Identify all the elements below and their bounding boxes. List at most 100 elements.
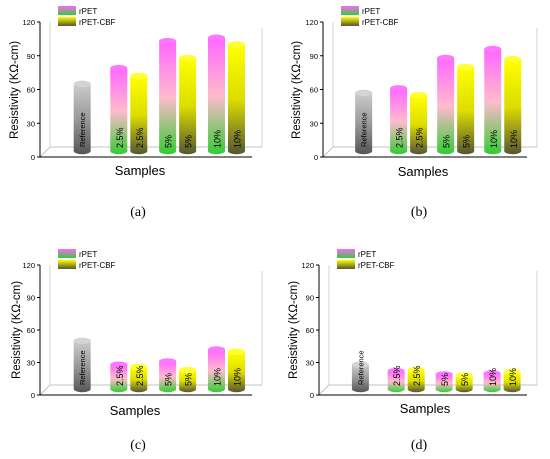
bar-rpet-2 — [159, 358, 177, 393]
legend-rpet-label: rPET — [362, 7, 380, 16]
panel-label-c: (c) — [130, 438, 146, 453]
y-tick-label: 30 — [27, 119, 35, 128]
y-tick-label: 90 — [306, 294, 314, 303]
y-tick-label: 60 — [310, 86, 318, 95]
legend-rpet-cbf: rPET-CBF — [58, 260, 116, 270]
y-tick-label: 30 — [310, 119, 318, 128]
chart-panel-b: 0 30 60 90 120 Resistivity (KΩ-cm) Samples rPET… — [291, 6, 538, 179]
chart-panel-c: 0 30 60 90 120 Resistivity (KΩ-cm) Samples rPET… — [11, 249, 263, 418]
bar-rpet-3 — [207, 346, 225, 393]
legend-rpet: rPET — [58, 6, 97, 16]
bar-rpet-1 — [110, 361, 128, 393]
bar-reference — [355, 89, 373, 155]
bar-label-rpet-cbf-2: 5% — [184, 373, 194, 386]
x-axis-label: Samples — [400, 401, 451, 416]
bar-rpet-cbf-2 — [455, 372, 473, 393]
bar-label-reference: Reference — [78, 112, 87, 147]
bar-label-rpet-cbf-2: 5% — [462, 135, 472, 148]
panel-label-a: (a) — [130, 205, 146, 220]
x-axis-label: Samples — [398, 164, 449, 179]
bar-label-rpet-2: 5% — [440, 373, 450, 386]
bar-label-rpet-cbf-1: 2.5% — [415, 127, 425, 148]
legend-rpet-label: rPET — [79, 250, 97, 259]
chart-panel-a: 0 30 60 90 120 Resistivity (KΩ-cm) Samples rPET… — [9, 6, 263, 178]
bar-rpet-cbf-1 — [407, 366, 425, 393]
legend: rPET rPET-CBF — [58, 249, 116, 270]
y-tick-label: 60 — [27, 86, 35, 95]
bar-rpet-3 — [207, 34, 225, 155]
legend-rpet-cbf-label: rPET-CBF — [79, 261, 116, 270]
chart-panel-d: 0 30 60 90 120 Resistivity (KΩ-cm) Samples rPET… — [288, 249, 538, 416]
legend-rpet-swatch — [341, 6, 359, 15]
bar-label-rpet-cbf-1: 2.5% — [135, 127, 145, 148]
bar-label-rpet-cbf-2: 5% — [460, 373, 470, 386]
bar-label-reference: Reference — [78, 350, 87, 385]
y-tick-label: 0 — [314, 153, 318, 162]
bar-rpet-1 — [387, 367, 405, 393]
bar-label-rpet-3: 10% — [489, 130, 499, 148]
x-axis-label: Samples — [115, 163, 166, 178]
bar-label-rpet-1: 2.5% — [395, 127, 405, 148]
bar-reference — [73, 337, 91, 393]
bar-rpet-2 — [435, 371, 453, 393]
legend-rpet-label: rPET — [358, 250, 376, 259]
y-tick-label: 30 — [306, 359, 314, 368]
legend-rpet-cbf: rPET-CBF — [337, 260, 395, 270]
y-tick-label: 60 — [306, 326, 314, 335]
y-tick-label: 0 — [31, 153, 35, 162]
y-axis-label: Resistivity (KΩ-cm) — [11, 281, 23, 379]
y-tick-label: 90 — [310, 52, 318, 61]
bar-label-rpet-cbf-3: 10% — [508, 368, 518, 386]
bar-label-reference: Reference — [360, 112, 369, 147]
bar-label-rpet-cbf-1: 2.5% — [135, 365, 145, 386]
legend-rpet-cbf-swatch — [341, 17, 359, 26]
bar-label-rpet-cbf-1: 2.5% — [412, 365, 422, 386]
panel-label-b: (b) — [410, 205, 428, 220]
bar-label-rpet-2: 5% — [442, 135, 452, 148]
bar-reference — [73, 80, 91, 155]
legend-rpet-cbf-swatch — [58, 260, 76, 269]
bar-label-reference: Reference — [356, 350, 365, 385]
legend-rpet: rPET — [341, 6, 380, 16]
bar-rpet-cbf-3 — [504, 55, 522, 155]
legend: rPET rPET-CBF — [337, 249, 395, 270]
bar-rpet-3 — [483, 370, 501, 393]
legend-rpet-cbf-label: rPET-CBF — [79, 18, 116, 27]
legend-rpet-label: rPET — [79, 7, 97, 16]
bar-label-rpet-1: 2.5% — [115, 365, 125, 386]
legend-rpet-swatch — [337, 249, 355, 258]
bar-rpet-2 — [437, 54, 455, 155]
bar-label-rpet-cbf-3: 10% — [509, 130, 519, 148]
bar-label-rpet-cbf-3: 10% — [232, 130, 242, 148]
bar-rpet-1 — [110, 64, 128, 155]
bar-label-rpet-3: 10% — [212, 130, 222, 148]
bar-rpet-cbf-2 — [457, 63, 475, 155]
bar-rpet-1 — [390, 85, 408, 155]
legend-rpet-cbf: rPET-CBF — [58, 17, 116, 27]
bar-label-rpet-1: 2.5% — [115, 127, 125, 148]
legend-rpet-swatch — [58, 249, 76, 258]
bar-rpet-cbf-2 — [179, 54, 197, 155]
bar-label-rpet-3: 10% — [212, 368, 222, 386]
x-axis-label: Samples — [110, 403, 161, 418]
legend-rpet-cbf-swatch — [58, 17, 76, 26]
bar-rpet-cbf-1 — [130, 72, 148, 155]
legend-rpet-cbf-label: rPET-CBF — [358, 261, 395, 270]
legend: rPET rPET-CBF — [341, 6, 399, 27]
y-tick-label: 60 — [27, 326, 35, 335]
y-tick-label: 120 — [301, 261, 314, 270]
y-axis-label: Resistivity (KΩ-cm) — [9, 41, 21, 139]
legend-rpet: rPET — [337, 249, 376, 259]
panel-label-d: (d) — [410, 438, 428, 453]
y-axis-label: Resistivity (KΩ-cm) — [291, 41, 303, 139]
bar-rpet-cbf-2 — [179, 366, 197, 393]
legend-rpet-cbf: rPET-CBF — [341, 17, 399, 27]
bar-rpet-cbf-3 — [227, 348, 245, 393]
bar-rpet-cbf-3 — [227, 41, 245, 155]
legend-rpet-cbf-label: rPET-CBF — [362, 18, 399, 27]
y-tick-label: 120 — [22, 18, 35, 27]
bar-rpet-3 — [484, 45, 502, 155]
bar-rpet-cbf-1 — [130, 363, 148, 393]
y-tick-label: 90 — [27, 294, 35, 303]
